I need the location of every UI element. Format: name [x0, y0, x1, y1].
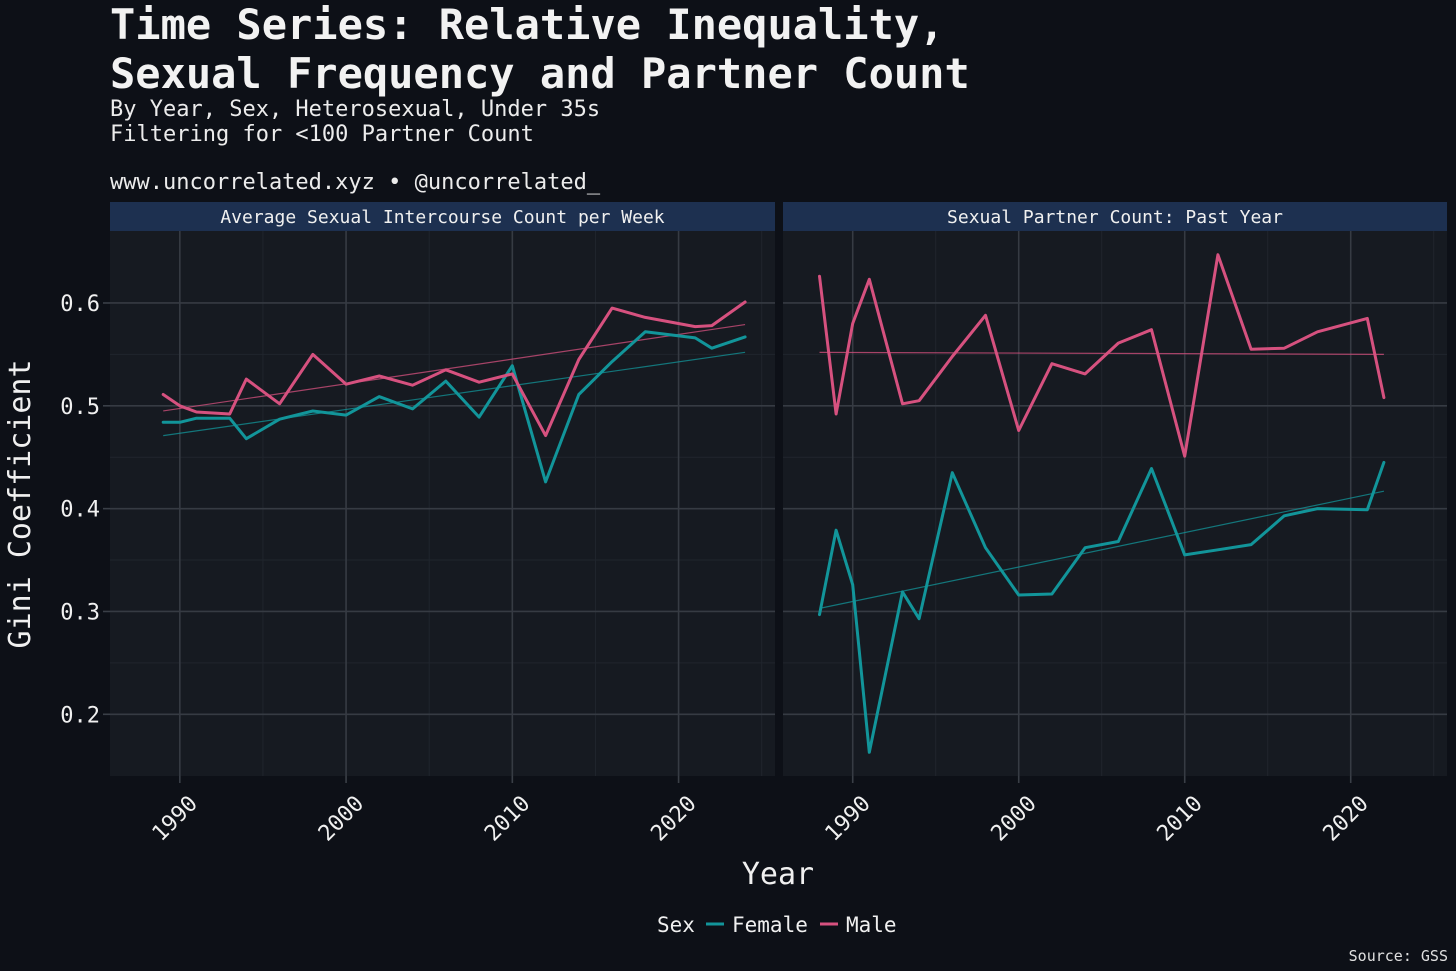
facet-strip-label: Average Sexual Intercourse Count per Wee…	[220, 207, 664, 228]
x-tick-label: 1990	[148, 791, 203, 846]
chart-source: Source: GSS	[1348, 947, 1448, 965]
legend: Sex Female Male	[657, 913, 897, 937]
series-line-male	[161, 300, 747, 438]
y-tick-label: 0.5	[60, 395, 100, 420]
facet-strip-label: Sexual Partner Count: Past Year	[947, 207, 1283, 228]
legend-label-female: Female	[732, 913, 808, 937]
x-tick-label: 2020	[1319, 791, 1374, 846]
y-tick-label: 0.4	[60, 498, 100, 523]
legend-title: Sex	[657, 913, 695, 937]
x-tick-label: 2010	[1153, 791, 1208, 846]
series-line-female	[818, 460, 1386, 754]
y-tick-label: 0.2	[60, 703, 100, 728]
panel-background	[783, 231, 1447, 776]
trend-line-male	[819, 351, 1384, 355]
panel-2: Sexual Partner Count: Past Year 1990 2000 2…	[783, 202, 1447, 846]
chart-title: Time Series: Relative Inequality, Sexual…	[110, 0, 970, 98]
x-tick-label: 1990	[821, 791, 876, 846]
legend-label-male: Male	[846, 913, 897, 937]
y-tick-label: 0.3	[60, 600, 100, 625]
trend-line-male	[163, 323, 746, 412]
series-line-female	[161, 330, 747, 484]
chart-credit: www.uncorrelated.xyz • @uncorrelated_	[110, 170, 601, 195]
chart-subtitle: By Year, Sex, Heterosexual, Under 35s Fi…	[110, 97, 601, 147]
trend-line-female	[819, 490, 1385, 609]
x-tick-label: 2000	[314, 791, 369, 846]
x-tick-label: 2010	[480, 791, 535, 846]
facet-strip	[110, 202, 775, 231]
panel-background	[110, 231, 775, 776]
y-axis-title: Gini Coefficient	[3, 360, 38, 649]
y-tick-label: 0.6	[60, 292, 100, 317]
facet-strip	[783, 202, 1447, 231]
panel-1: Average Sexual Intercourse Count per Wee…	[110, 202, 775, 846]
x-axis-title: Year	[742, 857, 814, 892]
series-line-male	[818, 253, 1386, 458]
trend-line-female	[163, 351, 746, 437]
x-tick-label: 2000	[987, 791, 1042, 846]
x-tick-label: 2020	[646, 791, 701, 846]
